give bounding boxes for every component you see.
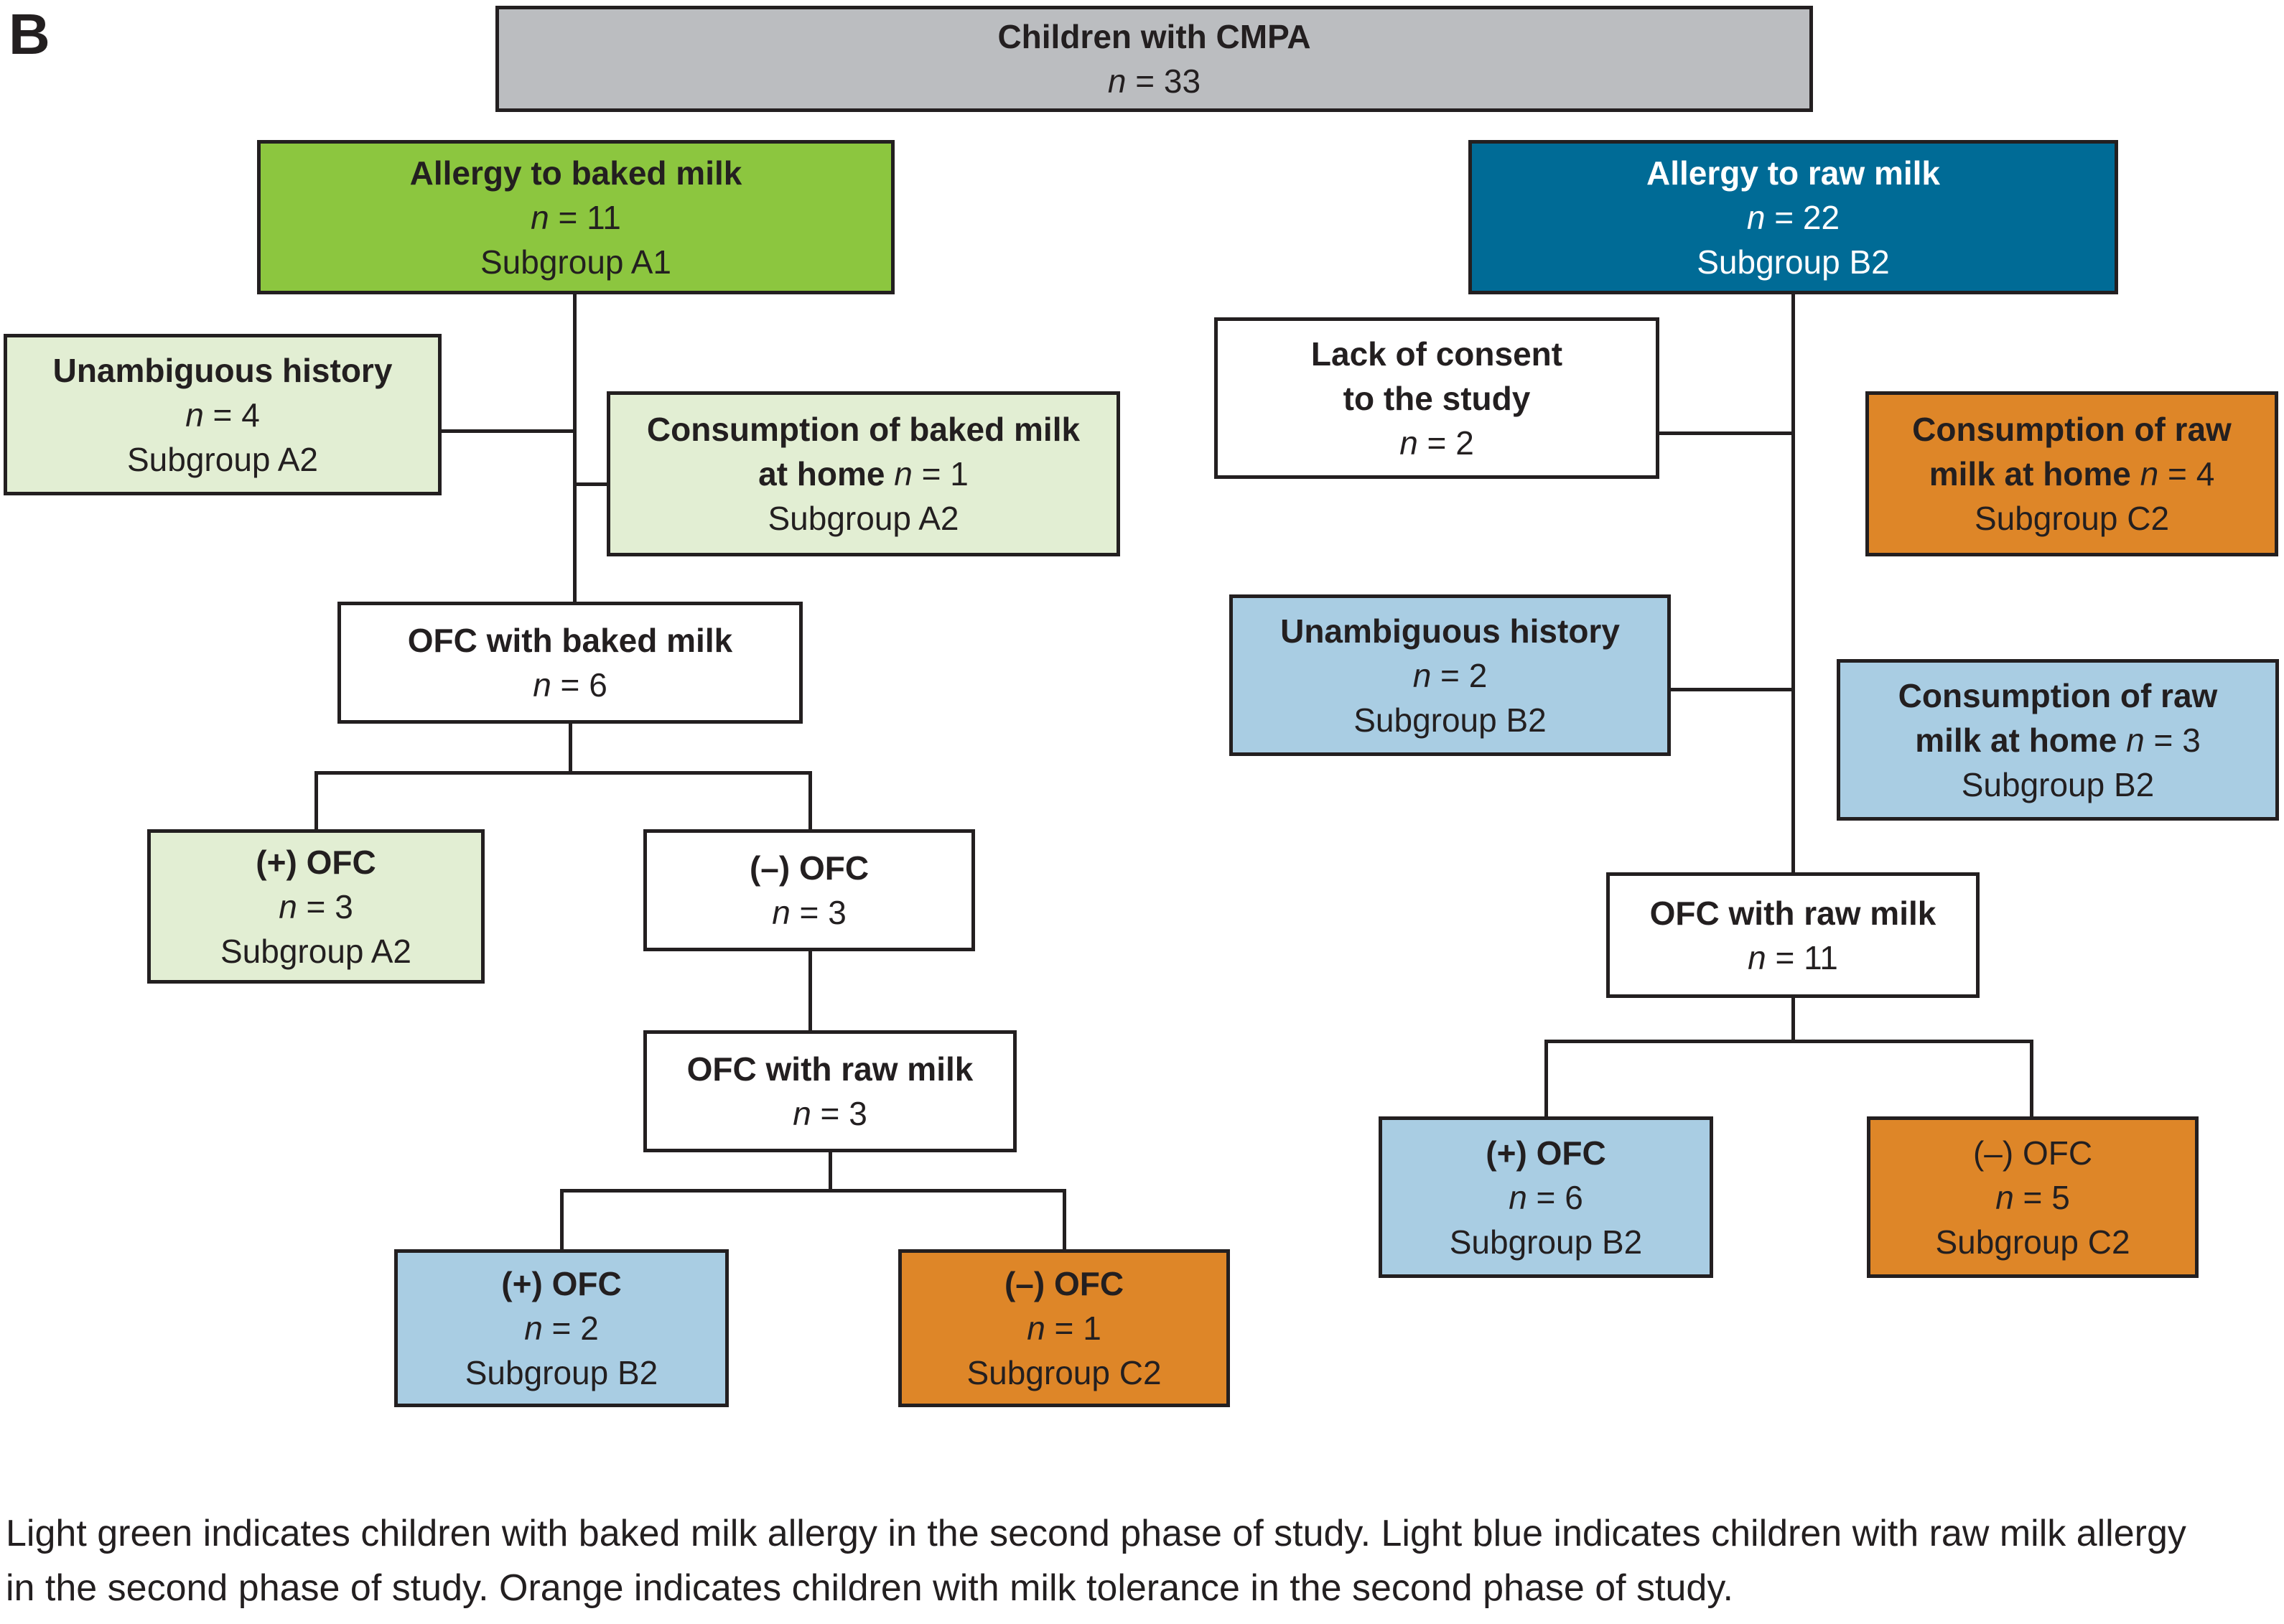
connector <box>1671 688 1793 691</box>
connector <box>829 1152 832 1192</box>
connector <box>1791 294 1795 872</box>
node-unambiguous-history-b2: Unambiguous history n = 2 Subgroup B2 <box>1229 594 1671 756</box>
node-positive-ofc-a2: (+) OFC n = 3 Subgroup A2 <box>147 829 485 984</box>
node-unambiguous-history-a2: Unambiguous history n = 4 Subgroup A2 <box>4 334 442 495</box>
connector <box>573 294 577 602</box>
node-children-with-cmpa: Children with CMPA n = 33 <box>495 6 1813 112</box>
connector <box>1544 1040 2033 1043</box>
node-allergy-baked-milk: Allergy to baked milk n = 11 Subgroup A1 <box>257 140 895 294</box>
node-positive-ofc-b2-small: (+) OFC n = 2 Subgroup B2 <box>394 1249 729 1407</box>
connector <box>808 951 812 1030</box>
connector <box>808 771 812 829</box>
node-positive-ofc-b2-big: (+) OFC n = 6 Subgroup B2 <box>1379 1116 1713 1278</box>
node-negative-ofc-c2-big: (–) OFC n = 5 Subgroup C2 <box>1867 1116 2199 1278</box>
node-negative-ofc-baked: (–) OFC n = 3 <box>643 829 975 951</box>
node-allergy-raw-milk: Allergy to raw milk n = 22 Subgroup B2 <box>1468 140 2118 294</box>
connector <box>573 482 609 486</box>
node-ofc-baked-milk: OFC with baked milk n = 6 <box>337 602 803 724</box>
node-consumption-raw-milk-b2: Consumption of raw milk at home n = 3 Su… <box>1837 659 2279 821</box>
connector <box>569 724 572 774</box>
connector <box>2030 1040 2033 1116</box>
node-consumption-baked-milk-home: Consumption of baked milk at home n = 1 … <box>607 391 1120 556</box>
caption-line-2: in the second phase of study. Orange ind… <box>6 1567 1733 1609</box>
figure-caption: Light green indicates children with bake… <box>6 1506 2186 1615</box>
connector <box>1659 431 1793 435</box>
node-negative-ofc-c2-small: (–) OFC n = 1 Subgroup C2 <box>898 1249 1230 1407</box>
connector <box>1063 1189 1066 1249</box>
connector <box>1791 998 1795 1042</box>
connector <box>314 771 318 829</box>
connector <box>442 429 574 433</box>
connector <box>314 771 812 775</box>
connector <box>1544 1040 1548 1116</box>
connector <box>560 1189 564 1249</box>
node-lack-of-consent: Lack of consent to the study n = 2 <box>1214 317 1659 479</box>
panel-label: B <box>9 2 50 66</box>
node-consumption-raw-milk-c2: Consumption of raw milk at home n = 4 Su… <box>1865 391 2278 556</box>
node-ofc-raw-milk-small: OFC with raw milk n = 3 <box>643 1030 1017 1152</box>
connector <box>560 1189 1066 1193</box>
caption-line-1: Light green indicates children with bake… <box>6 1513 2186 1554</box>
node-ofc-raw-milk-big: OFC with raw milk n = 11 <box>1606 872 1980 998</box>
